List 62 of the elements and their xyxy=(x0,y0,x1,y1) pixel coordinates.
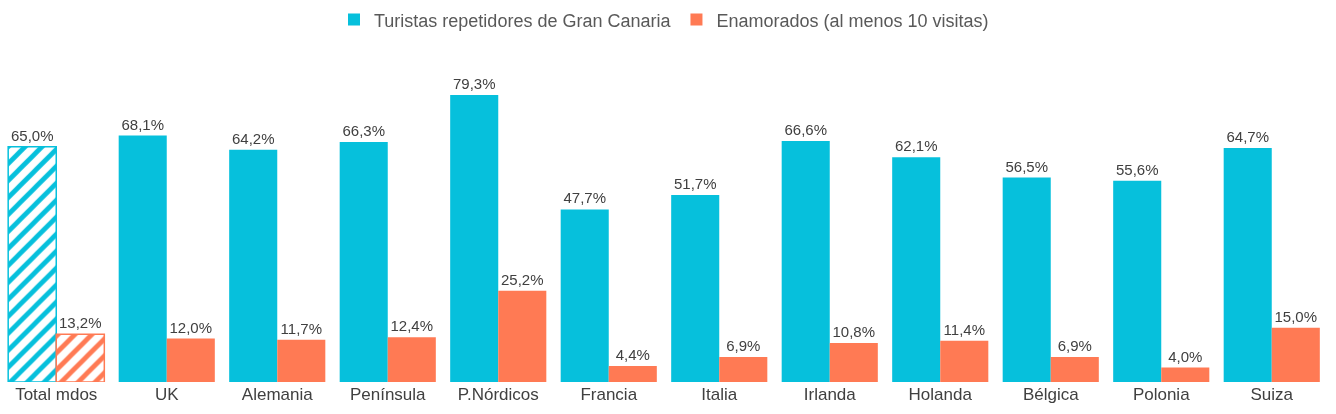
data-label: 64,2% xyxy=(231,129,275,147)
bar xyxy=(450,95,499,382)
bar xyxy=(1050,357,1099,382)
data-label: 13,2% xyxy=(59,314,102,332)
data-label: 68,1% xyxy=(121,115,164,133)
data-label: 65,0% xyxy=(10,126,54,144)
data-label: 4,0% xyxy=(1168,347,1203,365)
data-label: 15,0% xyxy=(1274,307,1318,325)
data-label: 79,3% xyxy=(452,75,496,93)
bar xyxy=(118,135,167,382)
legend-label: Enamorados (al menos 10 visitas) xyxy=(716,10,989,31)
x-tick-label: UK xyxy=(154,385,180,404)
data-label: 6,9% xyxy=(726,337,761,355)
bar xyxy=(1223,147,1272,382)
x-tick-label: Alemania xyxy=(241,385,314,404)
data-label: 11,4% xyxy=(943,320,985,338)
x-tick-label: Irlanda xyxy=(803,385,857,404)
bar xyxy=(1161,367,1210,382)
x-tick-label: Francia xyxy=(580,385,638,404)
data-label: 12,0% xyxy=(169,318,213,336)
bar xyxy=(892,157,941,382)
data-label: 10,8% xyxy=(832,322,876,340)
bar xyxy=(1002,177,1051,382)
bar xyxy=(560,209,609,382)
data-label: 4,4% xyxy=(615,346,650,364)
bar xyxy=(55,333,106,382)
x-tick-label: Suiza xyxy=(1250,385,1294,404)
data-label: 12,4% xyxy=(390,317,434,335)
data-label: 51,7% xyxy=(673,174,717,192)
bar xyxy=(229,149,278,382)
x-tick-label: Holanda xyxy=(908,385,973,404)
data-label: 64,7% xyxy=(1226,127,1269,145)
bar xyxy=(387,337,436,382)
bar xyxy=(166,338,215,382)
data-label: 47,7% xyxy=(563,189,606,207)
x-tick-label: Total mdos xyxy=(15,385,98,404)
legend-label: Turistas repetidores de Gran Canaria xyxy=(374,10,672,31)
data-label: 66,6% xyxy=(784,121,827,138)
x-tick-label: Polonia xyxy=(1132,385,1191,404)
bar xyxy=(277,339,326,382)
bar xyxy=(671,194,720,382)
bar xyxy=(1271,327,1320,382)
data-label: 55,6% xyxy=(1115,160,1159,178)
bar xyxy=(829,342,878,382)
bar xyxy=(608,366,657,382)
data-label: 25,2% xyxy=(501,270,544,288)
data-label: 56,5% xyxy=(1005,157,1048,175)
data-label: 62,1% xyxy=(894,137,938,155)
bar xyxy=(719,357,768,382)
x-tick-label: Bélgica xyxy=(1022,385,1080,404)
x-tick-label: Italia xyxy=(701,385,738,404)
bar xyxy=(498,290,547,382)
data-label: 6,9% xyxy=(1057,337,1092,355)
bar xyxy=(781,141,830,382)
data-label: 66,3% xyxy=(342,122,385,140)
bar xyxy=(7,146,57,382)
x-tick-label: Península xyxy=(349,385,427,404)
x-tick-label: P.Nórdicos xyxy=(457,385,539,404)
data-label: 11,7% xyxy=(280,319,322,337)
bar xyxy=(940,340,989,382)
bar xyxy=(1113,180,1162,382)
bar xyxy=(339,142,388,382)
